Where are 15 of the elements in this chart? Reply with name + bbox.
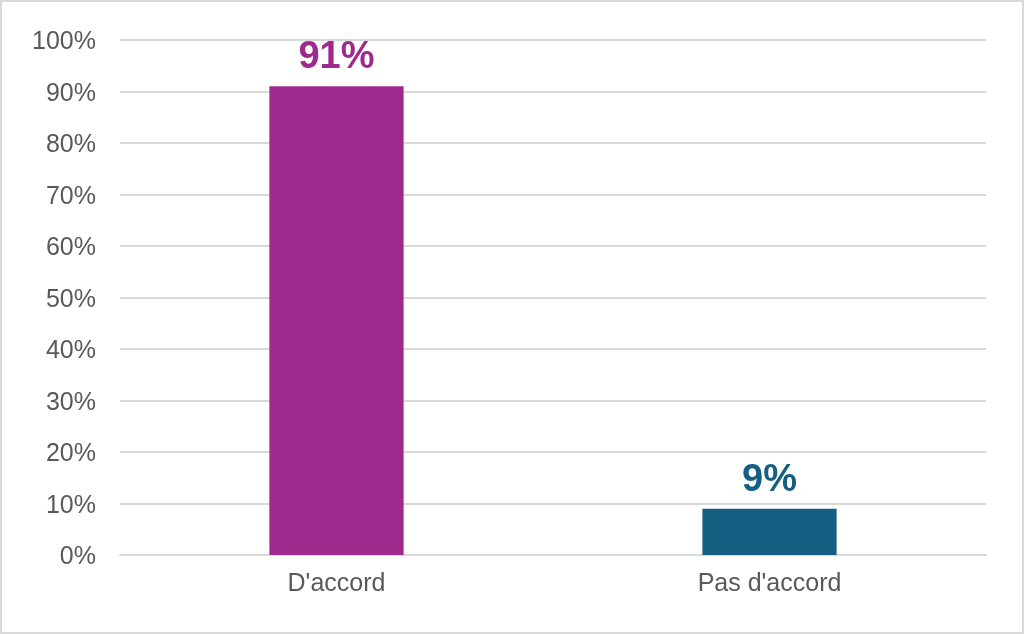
data-label: 91%	[298, 34, 375, 77]
y-tick-label: 40%	[45, 335, 96, 363]
y-tick-label: 50%	[45, 283, 96, 312]
y-tick-label: 0%	[59, 541, 96, 569]
data-label: 9%	[742, 456, 797, 499]
x-tick-label: D'accord	[287, 567, 386, 596]
y-tick-label: 80%	[45, 129, 96, 157]
y-tick-label: 10%	[45, 489, 96, 518]
y-tick-label: 20%	[45, 438, 96, 466]
y-tick-label: 30%	[45, 386, 96, 415]
y-tick-label: 90%	[45, 77, 96, 106]
y-tick-label: 60%	[45, 232, 96, 260]
y-tick-label: 70%	[45, 180, 96, 209]
x-tick-label: Pas d'accord	[697, 567, 842, 596]
y-tick-label: 100%	[32, 26, 96, 54]
